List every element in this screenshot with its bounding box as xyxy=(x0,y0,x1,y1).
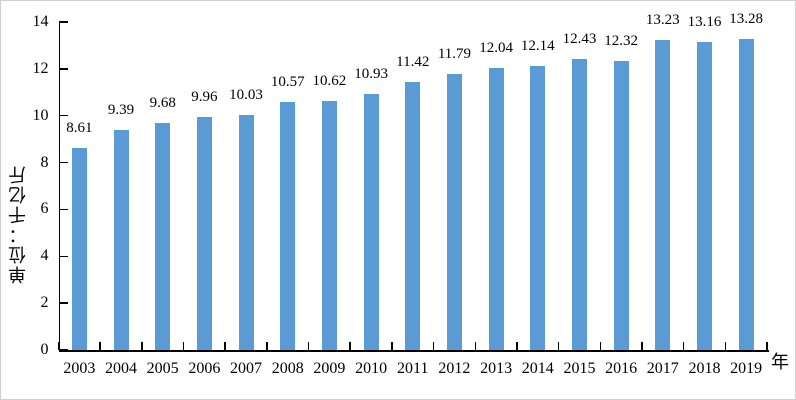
y-axis-tick-label: 8 xyxy=(40,153,49,171)
y-axis-tick-label: 0 xyxy=(40,341,49,358)
bar xyxy=(321,101,337,350)
x-axis-tick xyxy=(224,342,226,350)
y-axis-tick xyxy=(58,255,68,258)
x-axis-category-label: 2008 xyxy=(271,360,304,377)
bar xyxy=(196,116,212,350)
x-axis-unit-label: 年 xyxy=(771,352,789,372)
bar xyxy=(571,58,587,350)
x-axis-category-label: 2016 xyxy=(605,360,638,377)
y-axis-tick-label: 2 xyxy=(40,294,49,312)
x-axis-category-label: 2007 xyxy=(230,360,263,377)
bar-value-label: 8.61 xyxy=(66,120,93,137)
x-axis-category-label: 2013 xyxy=(480,360,513,377)
y-axis-tick xyxy=(58,21,68,23)
x-axis-tick xyxy=(307,342,310,350)
y-axis-tick-label: 6 xyxy=(40,200,49,218)
y-axis-line xyxy=(58,21,60,352)
x-axis-tick xyxy=(266,342,268,350)
x-axis-category-label: 2014 xyxy=(521,360,554,377)
bar-value-label: 10.62 xyxy=(312,73,347,90)
bar-value-label: 10.03 xyxy=(229,87,263,103)
x-axis-category-label: 2011 xyxy=(397,360,429,377)
y-axis-tick xyxy=(58,208,68,211)
x-axis-tick xyxy=(557,342,560,350)
y-axis-tick-label: 14 xyxy=(32,13,49,30)
x-axis-tick xyxy=(349,342,351,350)
x-axis-tick xyxy=(766,342,768,350)
bar-value-label: 9.39 xyxy=(107,102,135,118)
y-axis-tick xyxy=(58,161,68,164)
x-axis-tick xyxy=(182,342,185,350)
y-axis-tick xyxy=(58,302,68,304)
y-axis-tick xyxy=(58,349,68,351)
x-axis-tick xyxy=(474,342,476,350)
bar-value-label: 11.42 xyxy=(396,54,430,71)
bar xyxy=(613,61,629,350)
x-axis-tick xyxy=(599,342,602,350)
bar-value-label: 13.16 xyxy=(687,13,722,30)
bar xyxy=(738,38,754,350)
y-axis-tick xyxy=(58,114,68,117)
bar xyxy=(488,67,504,350)
bar xyxy=(155,123,171,350)
bar-value-label: 12.04 xyxy=(479,39,513,56)
bar-value-label: 13.23 xyxy=(645,12,680,29)
x-axis-category-label: 2003 xyxy=(63,360,96,377)
x-axis-tick xyxy=(141,342,143,350)
bar xyxy=(71,148,87,350)
x-axis-category-label: 2019 xyxy=(730,360,763,377)
x-axis-category-label: 2004 xyxy=(105,360,137,377)
x-axis-tick xyxy=(57,342,60,350)
bar xyxy=(113,130,129,350)
y-axis-tick-label: 12 xyxy=(32,59,49,77)
x-axis-category-label: 2017 xyxy=(646,360,679,377)
y-axis-tick xyxy=(58,68,68,70)
x-axis-category-label: 2010 xyxy=(355,360,388,377)
bar-value-label: 10.93 xyxy=(354,65,388,82)
x-axis-category-label: 2009 xyxy=(313,360,346,377)
x-axis-tick xyxy=(641,342,643,350)
x-axis-tick xyxy=(682,342,685,350)
bar-value-label: 12.32 xyxy=(604,33,638,50)
bar xyxy=(280,102,296,350)
x-axis-tick xyxy=(99,342,101,350)
bar-value-label: 9.96 xyxy=(191,88,218,105)
bar xyxy=(530,65,546,350)
bar-value-label: 11.79 xyxy=(437,45,472,62)
y-axis-tick-label: 4 xyxy=(40,247,49,265)
x-axis-category-label: 2015 xyxy=(563,360,596,377)
bar xyxy=(655,40,671,350)
bar xyxy=(405,82,421,350)
bar xyxy=(696,41,712,350)
bar-value-label: 12.14 xyxy=(520,37,555,54)
bar xyxy=(238,115,254,350)
bar xyxy=(446,73,462,350)
bar xyxy=(363,93,379,350)
bar-value-label: 13.28 xyxy=(729,10,764,27)
x-axis-tick xyxy=(516,342,518,350)
bar-value-label: 10.57 xyxy=(270,74,305,91)
x-axis-tick xyxy=(432,342,435,350)
bar-value-label: 9.68 xyxy=(149,95,176,112)
bar-value-label: 12.43 xyxy=(562,30,597,47)
x-axis-category-label: 2005 xyxy=(146,360,179,377)
y-axis-tick-label: 10 xyxy=(32,106,49,124)
x-axis-tick xyxy=(391,342,393,350)
x-axis-category-label: 2006 xyxy=(188,360,221,377)
x-axis-line xyxy=(58,350,769,352)
x-axis-tick xyxy=(724,342,727,350)
x-axis-category-label: 2012 xyxy=(438,360,471,377)
x-axis-category-label: 2018 xyxy=(688,360,721,377)
